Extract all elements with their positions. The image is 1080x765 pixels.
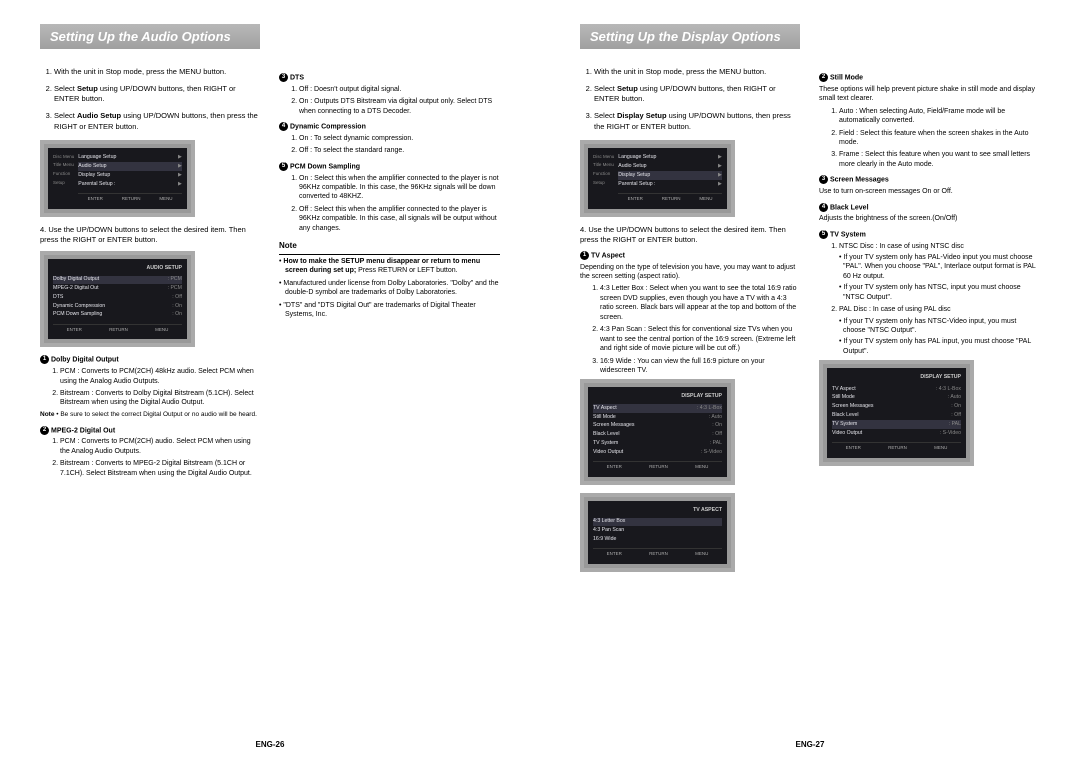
option-list: PCM : Converts to PCM(2CH) audio. Select… xyxy=(40,437,261,478)
left-col-1: With the unit in Stop mode, press the ME… xyxy=(40,67,261,745)
tv-system-list: NTSC Disc : In case of using NTSC disc •… xyxy=(819,242,1040,357)
note-line: • How to make the SETUP menu disappear o… xyxy=(279,257,500,276)
osd-screenshot: TV ASPECT4:3 Letter Box4:3 Pan Scan16:9 … xyxy=(580,493,735,572)
note-line: • Manufactured under license from Dolby … xyxy=(279,279,500,298)
osd-screenshot: Disc MenuTitle Menu FunctionSetup Langua… xyxy=(40,140,195,217)
option-heading: 4Black Level xyxy=(819,203,1040,213)
option-heading: 4Dynamic Compression xyxy=(279,122,500,132)
right-col-1: With the unit in Stop mode, press the ME… xyxy=(580,67,801,745)
option-list: PCM : Converts to PCM(2CH) 48kHz audio. … xyxy=(40,367,261,408)
note-line: • "DTS" and "DTS Digital Out" are tradem… xyxy=(279,301,500,320)
option-heading: 3Screen Messages xyxy=(819,175,1040,185)
osd-items: Language Setup▶Audio Setup▶Display Setup… xyxy=(78,154,182,203)
steps-list: With the unit in Stop mode, press the ME… xyxy=(40,67,261,132)
page-number: ENG-27 xyxy=(540,740,1080,749)
osd-screenshot: DISPLAY SETUPTV Aspect: 4:3 L-BoxStill M… xyxy=(580,379,735,484)
left-col-2: 3DTS Off : Doesn't output digital signal… xyxy=(279,67,500,745)
option-heading: 3DTS xyxy=(279,73,500,83)
step: 4. Use the UP/DOWN buttons to select the… xyxy=(40,225,261,245)
page-title: Setting Up the Audio Options xyxy=(40,24,260,49)
osd-side: Disc MenuTitle Menu FunctionSetup xyxy=(53,154,74,203)
page-left: Setting Up the Audio Options With the un… xyxy=(0,0,540,765)
option-heading: 1TV Aspect xyxy=(580,251,801,261)
osd-screenshot: DISPLAY SETUPTV Aspect: 4:3 L-BoxStill M… xyxy=(819,360,974,465)
note-label: Note xyxy=(279,241,500,255)
option-heading: 5TV System xyxy=(819,230,1040,240)
page-right: Setting Up the Display Options With the … xyxy=(540,0,1080,765)
step: Select Audio Setup using UP/DOWN buttons… xyxy=(54,111,261,131)
page-number: ENG-26 xyxy=(0,740,540,749)
option-heading: 2Still Mode xyxy=(819,73,1040,83)
option-heading: 2MPEG-2 Digital Out xyxy=(40,426,261,436)
osd-screenshot: AUDIO SETUPDolby Digital Output: PCMMPEG… xyxy=(40,251,195,348)
osd-screenshot: Disc MenuTitle MenuFunctionSetup Languag… xyxy=(580,140,735,217)
option-heading: 1Dolby Digital Output xyxy=(40,355,261,365)
page-title: Setting Up the Display Options xyxy=(580,24,800,49)
step: Select Setup using UP/DOWN buttons, then… xyxy=(54,84,261,104)
step: With the unit in Stop mode, press the ME… xyxy=(54,67,261,77)
right-col-2: 2Still Mode These options will help prev… xyxy=(819,67,1040,745)
inline-note: Note • Be sure to select the correct Dig… xyxy=(40,411,261,420)
option-heading: 5PCM Down Sampling xyxy=(279,162,500,172)
